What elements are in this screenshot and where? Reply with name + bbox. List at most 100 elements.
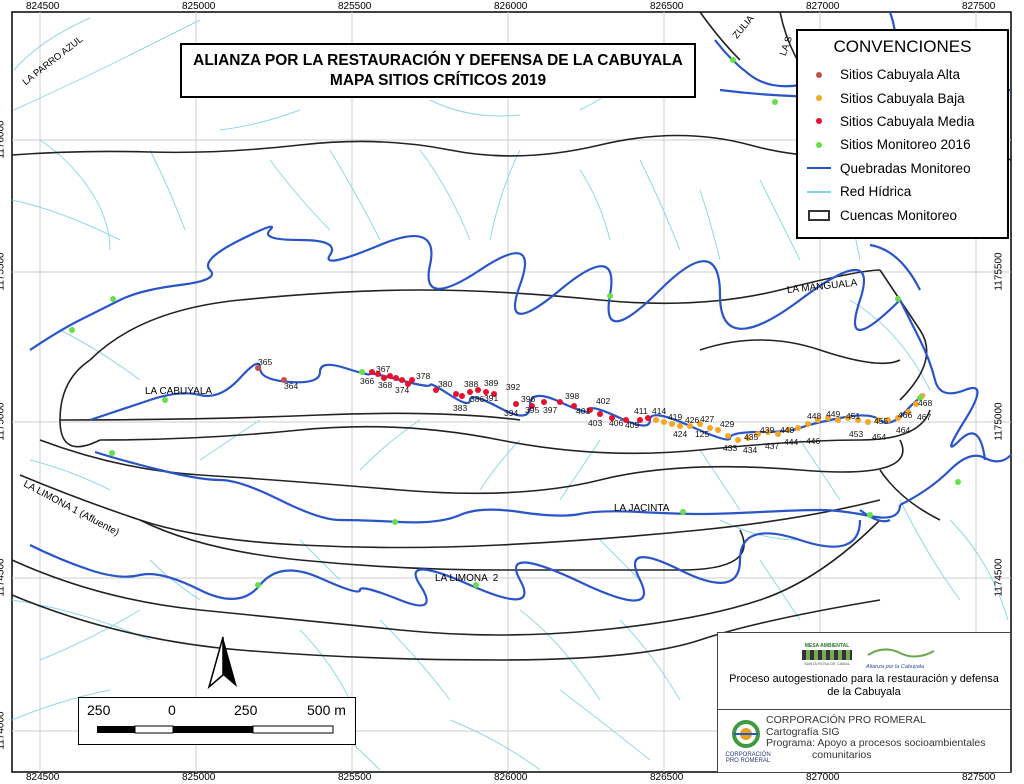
x-tick-top-5: 827000	[806, 1, 840, 12]
site-label-435: 435	[744, 432, 759, 442]
site-label-364: 364	[284, 381, 299, 391]
legend-symbol-icon	[806, 208, 832, 222]
scale-label-0: 0	[168, 702, 176, 718]
site-label-401: 401	[576, 406, 591, 416]
site-label-378: 378	[416, 371, 431, 381]
site-label-434: 434	[743, 445, 758, 455]
map-title: ALIANZA POR LA RESTAURACIÓN Y DEFENSA DE…	[193, 52, 683, 69]
process-line-2: de la Cabuyala	[827, 686, 901, 698]
legend-item: Sitios Monitoreo 2016	[806, 133, 999, 156]
scale-bar: 250 0 250 500 m	[78, 697, 356, 745]
site-label-374: 374	[395, 385, 410, 395]
site-label-451: 451	[846, 411, 861, 421]
mesa-ambiental-logo: MESA AMBIENTAL SANTA ROSA DE CABAL	[798, 643, 856, 669]
site-label-466: 466	[898, 410, 913, 420]
site-label-365: 365	[258, 357, 273, 367]
x-tick-top-0: 824500	[26, 1, 60, 12]
corp-programa-1: Programa: Apoyo a procesos socioambienta…	[766, 737, 986, 749]
x-tick-bottom-6: 827500	[962, 772, 996, 783]
site-label-395: 395	[525, 405, 540, 415]
legend-symbol-icon	[806, 138, 832, 152]
site-label-411: 411	[634, 406, 648, 416]
site-label-125: 125	[695, 429, 710, 439]
process-line-1: Proceso autogestionado para la restaurac…	[729, 673, 999, 685]
legend-symbol-icon	[806, 68, 832, 82]
site-label-409: 409	[625, 420, 640, 430]
scale-bar-segments	[97, 725, 334, 734]
legend-item: Sitios Cabuyala Media	[806, 110, 999, 133]
site-label-433: 433	[723, 443, 738, 453]
scale-label-250-right: 250	[234, 702, 258, 718]
site-label-439: 439	[760, 425, 775, 435]
x-tick-bottom-1: 825000	[182, 772, 216, 783]
site-label-468: 468	[918, 398, 933, 408]
site-label-464: 464	[896, 425, 911, 435]
credits-panel: MESA AMBIENTAL SANTA ROSA DE CABAL Alian…	[717, 632, 1011, 773]
legend-label: Red Hídrica	[840, 184, 912, 200]
site-label-414: 414	[652, 406, 667, 416]
corp-cartografia: Cartografía SIG	[766, 725, 840, 738]
legend-symbol-icon	[806, 91, 832, 105]
site-label-392: 392	[506, 382, 521, 392]
legend-item: Sitios Cabuyala Alta	[806, 63, 999, 86]
legend-label: Quebradas Monitoreo	[840, 160, 971, 176]
north-arrow-icon	[207, 636, 237, 690]
corp-programa-2: comunitarios	[812, 748, 872, 761]
legend-label: Sitios Cabuyala Baja	[840, 90, 965, 106]
map-title-box: ALIANZA POR LA RESTAURACIÓN Y DEFENSA DE…	[180, 43, 696, 98]
site-label-448: 448	[807, 411, 822, 421]
legend-label: Sitios Cabuyala Alta	[840, 67, 961, 83]
y-tick-left-1: 1175500	[0, 252, 7, 291]
site-label-366: 366	[360, 376, 375, 386]
y-tick-left-2: 1175000	[0, 402, 7, 441]
site-label-424: 424	[673, 429, 688, 439]
site-label-367: 367	[376, 364, 391, 374]
sitios-monitoreo-2016	[69, 57, 961, 588]
site-label-437: 437	[765, 441, 780, 451]
site-label-394: 394	[504, 408, 519, 418]
y-tick-right-1: 1175500	[993, 252, 1005, 291]
x-tick-top-1: 825000	[182, 1, 216, 12]
site-label-453: 453	[849, 429, 864, 439]
site-label-427: 427	[700, 414, 715, 424]
sitios-cabuyala-alta	[255, 365, 287, 383]
site-label-406: 406	[609, 418, 624, 428]
y-tick-right-3: 1174500	[993, 558, 1005, 597]
site-label-386: 386	[470, 394, 485, 404]
red-hidrica	[11, 17, 1009, 771]
corp-name: CORPORACIÓN PRO ROMERAL	[766, 714, 926, 726]
x-tick-top-6: 827500	[962, 1, 996, 12]
map-subtitle: MAPA SITIOS CRÍTICOS 2019	[329, 72, 547, 89]
site-label-419: 419	[668, 412, 683, 422]
corp-section: CORPORACIÓN PRO ROMERAL CORPORACIÓN PRO …	[718, 709, 1010, 774]
legend-item: Cuencas Monitoreo	[806, 203, 999, 226]
stream-label-cabuyala: LA CABUYALA	[145, 386, 213, 397]
site-label-402: 402	[596, 396, 611, 406]
map-frame	[11, 11, 1012, 773]
site-label-397: 397	[543, 405, 558, 415]
scale-label-500: 500 m	[307, 702, 346, 718]
site-label-380: 380	[438, 379, 453, 389]
site-label-396: 396	[521, 394, 536, 404]
site-label-429: 429	[720, 419, 735, 429]
site-label-426: 426	[685, 415, 700, 425]
x-tick-bottom-5: 827000	[806, 772, 840, 783]
x-tick-top-3: 826000	[494, 1, 528, 12]
site-label-454: 454	[872, 432, 887, 442]
site-label-391: 391	[484, 393, 499, 403]
alianza-logo: Alianza por la Cabuyala	[866, 645, 936, 670]
stream-label-jacinta: LA JACINTA	[614, 503, 670, 514]
site-label-467: 467	[917, 412, 932, 422]
partner-logos: MESA AMBIENTAL SANTA ROSA DE CABAL Alian…	[788, 639, 938, 679]
x-tick-bottom-3: 826000	[494, 772, 528, 783]
legend-symbol-icon	[806, 114, 832, 128]
scale-label-250-left: 250	[87, 702, 111, 718]
y-tick-right-2: 1175000	[993, 402, 1005, 441]
sitios-cabuyala-baja	[653, 393, 925, 443]
site-label-383: 383	[453, 403, 468, 413]
x-tick-top-4: 826500	[650, 1, 684, 12]
x-tick-bottom-0: 824500	[26, 772, 60, 783]
corp-logo-label: CORPORACIÓN PRO ROMERAL	[725, 752, 771, 764]
legend-item: Sitios Cabuyala Baja	[806, 86, 999, 109]
y-tick-left-4: 1174000	[0, 711, 7, 750]
